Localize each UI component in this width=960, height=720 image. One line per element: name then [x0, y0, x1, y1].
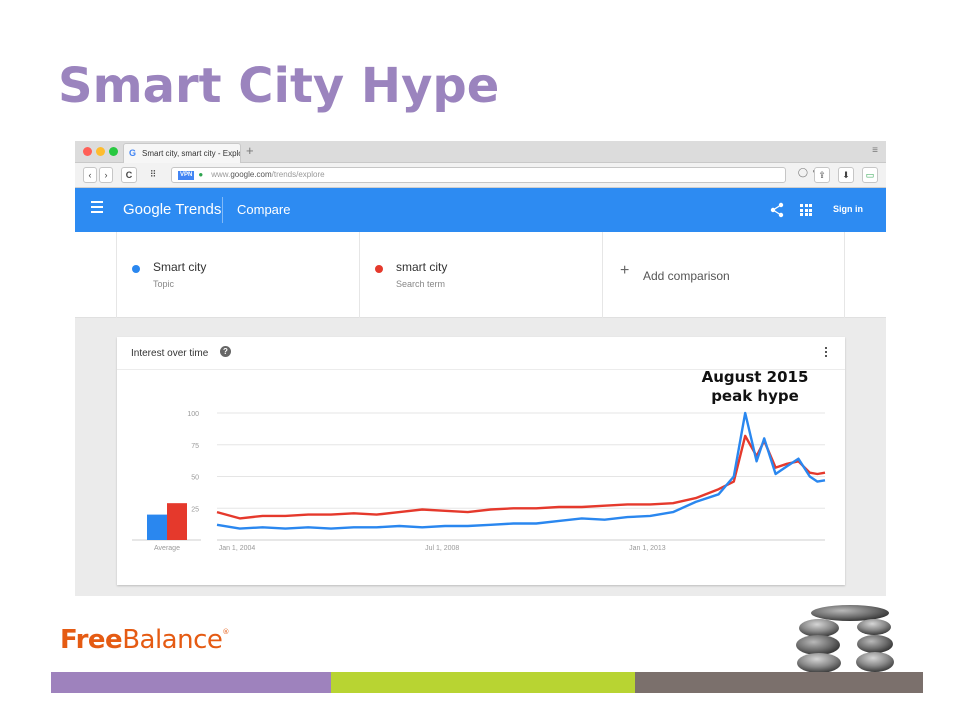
x-tick-label: Jan 1, 2004: [219, 545, 256, 552]
stacked-stones-image: [796, 605, 894, 673]
google-trends-logo[interactable]: Google Trends: [123, 201, 222, 218]
share-page-button[interactable]: ⇪: [814, 167, 830, 183]
peak-annotation: August 2015 peak hype: [690, 368, 820, 406]
plus-icon: +: [620, 262, 630, 279]
more-options-icon[interactable]: [825, 347, 828, 359]
footer-stripe-gray: [635, 672, 923, 693]
series-dot-blue: [132, 265, 140, 273]
back-button[interactable]: ‹: [83, 167, 97, 183]
battery-icon[interactable]: ▭: [862, 167, 878, 183]
logo-balance-text: Balance: [122, 625, 223, 655]
maximize-window-icon[interactable]: [109, 147, 118, 156]
reload-button[interactable]: C: [121, 167, 137, 183]
footer-stripe-green: [331, 672, 635, 693]
vpn-badge[interactable]: VPN: [178, 171, 195, 180]
footer-stripe-purple: [51, 672, 331, 693]
url-host: google.com: [230, 170, 272, 179]
interest-chart: 25 50 75 100 Jan 1, 2004 Jul 1, 2008 Jan 1, 20…: [132, 411, 826, 552]
term-type: Search term: [396, 279, 446, 289]
term-card-smart-city-topic[interactable]: Smart city Topic: [116, 232, 359, 318]
interest-over-time-card: Interest over time ? 25 50 75 100 Jan 1, 200…: [117, 337, 845, 585]
annotation-line-1: August 2015: [701, 368, 809, 386]
x-tick-label: Jul 1, 2008: [425, 545, 459, 552]
minimize-window-icon[interactable]: [96, 147, 105, 156]
url-prefix: www.: [211, 170, 231, 179]
browser-tab[interactable]: G Smart city, smart city - Explo: [123, 143, 241, 163]
header-divider: [222, 197, 223, 223]
x-tick-label: Jan 1, 2013: [629, 545, 666, 552]
card-title: Interest over time: [131, 348, 209, 359]
card-header: Interest over time ?: [117, 337, 845, 370]
y-tick-label: 25: [191, 506, 199, 513]
page-section-title: Compare: [237, 202, 291, 217]
average-bar: [147, 514, 167, 540]
lock-icon: ●: [198, 170, 204, 179]
logo-free-text: Free: [60, 625, 123, 655]
url-path: /trends/explore: [271, 170, 325, 179]
term-card-smart-city-search[interactable]: smart city Search term: [359, 232, 602, 318]
average-label: Average: [154, 545, 180, 552]
share-icon[interactable]: [769, 202, 785, 218]
tab-bar: G Smart city, smart city - Explo + ≡: [75, 141, 886, 163]
forward-button[interactable]: ›: [99, 167, 113, 183]
series-line-smart-city-topic: [216, 411, 826, 530]
trends-header: Google Trends Compare Sign in: [75, 188, 886, 232]
y-tick-label: 50: [191, 475, 199, 482]
term-type: Topic: [153, 279, 175, 289]
tab-title: Smart city, smart city - Explo: [142, 149, 241, 158]
menu-icon[interactable]: [91, 201, 103, 216]
average-bar: [167, 503, 187, 540]
tab-menu-icon[interactable]: ≡: [872, 145, 878, 156]
apps-grid-icon[interactable]: [800, 204, 812, 216]
y-tick-label: 100: [187, 411, 199, 418]
comparison-terms: Smart city Topic smart city Search term …: [75, 232, 886, 318]
download-button[interactable]: ⬇: [838, 167, 854, 183]
browser-window: G Smart city, smart city - Explo + ≡ ‹ ›…: [75, 141, 886, 596]
annotation-line-2: peak hype: [711, 387, 799, 405]
address-bar[interactable]: VPN ● www.google.com/trends/explore: [171, 167, 786, 183]
freebalance-logo: FreeBalance®: [60, 625, 229, 655]
help-icon[interactable]: ?: [220, 346, 231, 357]
logo-registered-mark: ®: [222, 628, 229, 636]
y-tick-label: 75: [191, 443, 199, 450]
new-tab-button[interactable]: +: [246, 143, 254, 158]
slide-title: Smart City Hype: [58, 58, 500, 114]
series-dot-red: [375, 265, 383, 273]
add-comparison-button[interactable]: + Add comparison: [602, 232, 845, 318]
browser-toolbar: ‹ › C ⠿ VPN ● www.google.com/trends/explor…: [75, 163, 886, 188]
google-favicon-icon: G: [129, 148, 137, 158]
sign-in-button[interactable]: Sign in: [833, 204, 863, 214]
close-window-icon[interactable]: [83, 147, 92, 156]
speed-dial-icon[interactable]: ⠿: [149, 169, 157, 179]
term-name: smart city: [396, 260, 448, 274]
shield-icon[interactable]: ◯: [797, 167, 808, 177]
term-name: Smart city: [153, 260, 207, 274]
add-comparison-label: Add comparison: [643, 269, 730, 283]
